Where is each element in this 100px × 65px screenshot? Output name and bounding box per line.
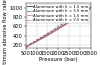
Aluminium with h = 3.5 mm (58, 28, 59, 29)
Aluminium with h = 1.5 mm (90, 7, 91, 8)
Aluminium with h = 1.5 mm (68, 22, 70, 23)
Aluminium with h = 1.5 mm (58, 28, 59, 29)
Aluminium with h = 1.5 mm (36, 41, 37, 42)
Line: Aluminium with h = 3.5 mm: Aluminium with h = 3.5 mm (26, 5, 91, 46)
X-axis label: Pressure (bar): Pressure (bar) (39, 57, 78, 62)
Aluminium with h = 3.5 mm (90, 4, 91, 5)
Line: Aluminium with h = 1.5 mm: Aluminium with h = 1.5 mm (26, 9, 91, 47)
Aluminium with h = 3.5 mm (58, 26, 59, 27)
Line: Aluminium with h = 1.5 mm: Aluminium with h = 1.5 mm (26, 7, 91, 47)
Aluminium with h = 3.5 mm (68, 19, 70, 20)
Aluminium with h = 1.5 mm (79, 14, 80, 15)
Y-axis label: Optimum abrasive flow rate (g/min): Optimum abrasive flow rate (g/min) (3, 0, 8, 65)
Aluminium with h = 3.5 mm (36, 41, 37, 42)
Legend: Aluminium with h = 1.5 mm, Aluminium with h = 3.5 mm, Aluminium with h = 1.5 mm,: Aluminium with h = 1.5 mm, Aluminium wit… (26, 4, 90, 23)
Line: Aluminium with h = 3.5 mm: Aluminium with h = 3.5 mm (26, 8, 91, 47)
Aluminium with h = 1.5 mm (68, 21, 70, 22)
Aluminium with h = 1.5 mm (47, 35, 48, 36)
Aluminium with h = 1.5 mm (25, 47, 26, 48)
Aluminium with h = 3.5 mm (25, 46, 26, 47)
Aluminium with h = 3.5 mm (79, 12, 80, 13)
Aluminium with h = 1.5 mm (58, 29, 59, 30)
Aluminium with h = 3.5 mm (47, 33, 48, 34)
Aluminium with h = 1.5 mm (25, 47, 26, 48)
